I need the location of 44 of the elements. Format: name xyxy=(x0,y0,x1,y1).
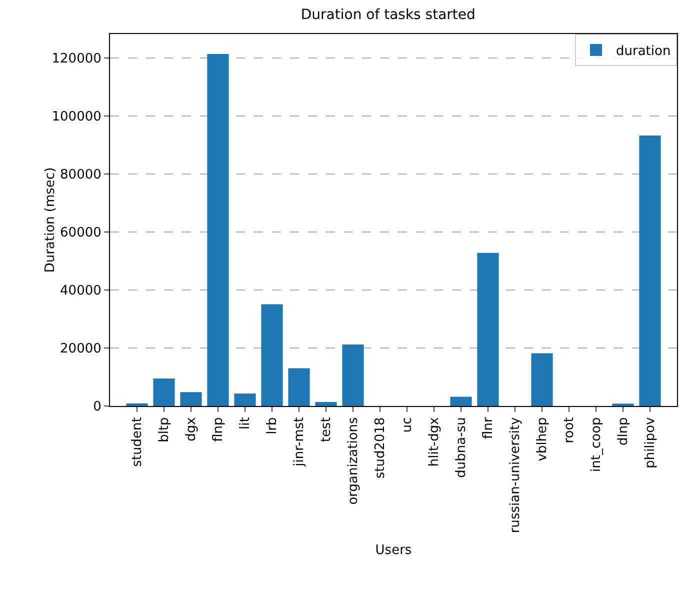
y-tick-label: 60000 xyxy=(60,226,102,241)
y-tick-label: 100000 xyxy=(52,110,102,125)
bar xyxy=(342,344,364,406)
y-tick-label: 80000 xyxy=(60,168,102,183)
x-tick-label: stud2018 xyxy=(373,417,388,479)
x-tick-label: uc xyxy=(400,417,416,433)
x-tick-label: vblhep xyxy=(535,417,550,462)
x-tick-label: jinr-mst xyxy=(292,417,308,468)
y-tick-label: 40000 xyxy=(60,284,102,299)
bar xyxy=(315,402,337,406)
y-tick-label: 0 xyxy=(93,400,102,415)
x-tick-label: bltp xyxy=(157,417,172,442)
bar xyxy=(531,353,553,406)
x-tick-label: test xyxy=(319,417,334,442)
bar xyxy=(261,304,283,406)
x-tick-label: hlit-dgx xyxy=(427,416,442,467)
chart-title: Duration of tasks started xyxy=(300,6,476,23)
bar xyxy=(126,403,148,406)
x-tick-label: lrb xyxy=(265,417,280,434)
x-tick-label: dubna-su xyxy=(454,417,470,478)
x-tick-label: int_coop xyxy=(589,417,604,472)
x-axis-title: Users xyxy=(375,542,412,558)
bar xyxy=(450,396,472,406)
x-tick-label: flnr xyxy=(481,416,496,439)
bar xyxy=(234,394,256,406)
x-tick-label: dlnp xyxy=(616,417,632,446)
y-tick-label: 20000 xyxy=(60,342,102,357)
x-tick-label: lit xyxy=(238,417,254,430)
x-tick-label: russian-university xyxy=(508,416,524,534)
x-tick-label: organizations xyxy=(346,416,362,505)
x-tick-label: dgx xyxy=(184,416,200,442)
bar xyxy=(639,135,661,406)
x-tick-label: flnp xyxy=(211,417,226,442)
bar xyxy=(207,54,229,406)
bar xyxy=(153,378,175,406)
bar xyxy=(477,252,499,406)
bar xyxy=(288,368,310,406)
x-tick-label: root xyxy=(562,417,578,444)
x-tick-label: philipov xyxy=(643,416,658,468)
y-axis-title: Duration (msec) xyxy=(43,167,58,273)
y-tick-label: 120000 xyxy=(52,52,102,67)
x-tick-label: student xyxy=(130,417,146,467)
bar xyxy=(180,392,202,406)
legend-label: duration xyxy=(616,44,671,60)
